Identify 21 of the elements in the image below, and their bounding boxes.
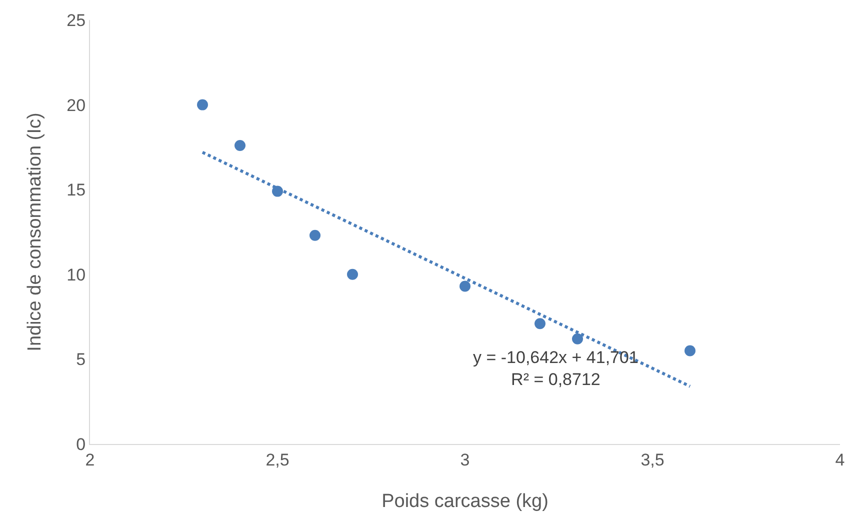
point — [460, 280, 470, 292]
point — [347, 268, 358, 280]
point — [572, 333, 583, 344]
y-tick-label: 0 — [76, 434, 86, 454]
point — [534, 318, 546, 330]
y-tick-label: 25 — [66, 10, 86, 30]
y-axis-title: Indice de consommation (Ic) — [24, 112, 46, 352]
point — [310, 230, 320, 241]
x-axis-title: Poids carcasse (kg) — [382, 491, 548, 512]
point — [234, 140, 246, 151]
y-tick-label: 20 — [66, 96, 86, 115]
y-tick-label: 5 — [76, 350, 86, 370]
x-tick-label: 3 — [460, 450, 470, 470]
x-tick-label: 3,5 — [640, 450, 664, 470]
y-tick-label: 10 — [66, 265, 86, 284]
x-tick-label: 2 — [85, 450, 95, 470]
x-tick-label: 2,5 — [266, 450, 290, 470]
x-tick-label: 4 — [835, 450, 845, 470]
point — [684, 345, 696, 356]
point — [197, 99, 208, 110]
y-tick-label: 15 — [66, 180, 86, 200]
